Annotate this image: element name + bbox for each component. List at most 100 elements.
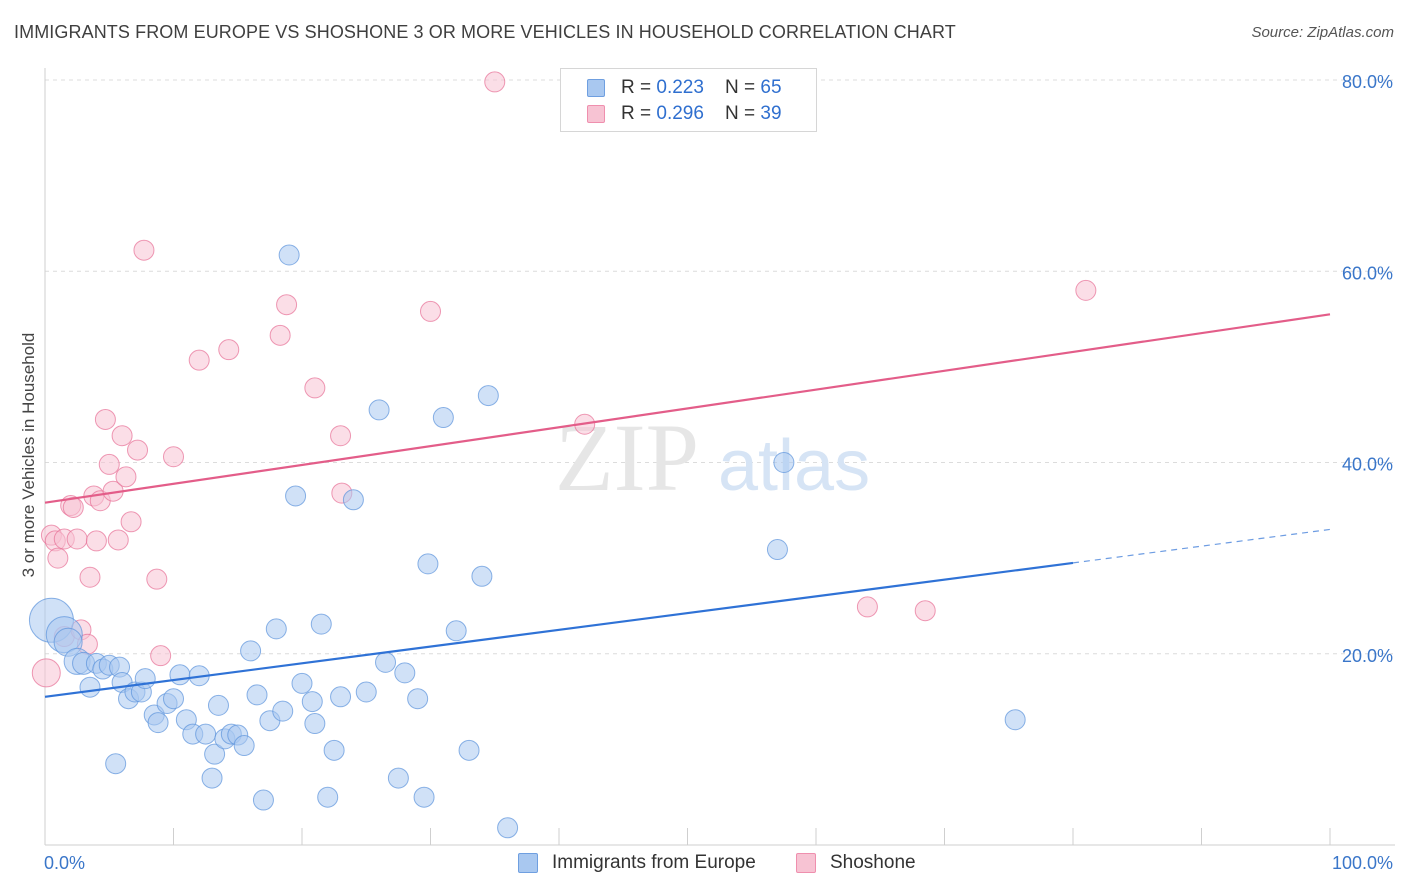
bottom-legend-swatch-shoshone (796, 853, 816, 873)
bottom-legend-label-europe: Immigrants from Europe (552, 852, 756, 873)
axes (44, 68, 1395, 846)
europe-point (201, 767, 223, 789)
shoshone-point (218, 339, 240, 361)
europe-point (147, 712, 169, 734)
chart-title: IMMIGRANTS FROM EUROPE VS SHOSHONE 3 OR … (14, 22, 956, 42)
shoshone-point (914, 600, 936, 622)
shoshone-point (94, 408, 116, 430)
europe-point (195, 723, 217, 745)
bottom-legend-label-shoshone: Shoshone (830, 852, 916, 873)
shoshone-trend-line (44, 313, 1331, 504)
x-tick-label-max: 100.0% (1332, 853, 1393, 873)
shoshone-point (107, 529, 129, 551)
europe-point (477, 385, 499, 407)
europe-point (163, 688, 184, 710)
europe-point (432, 407, 454, 429)
europe-point (368, 399, 390, 421)
shoshone-point (304, 377, 326, 399)
shoshone-point (85, 530, 107, 552)
legend-swatch-shoshone (587, 105, 605, 123)
shoshone-point (856, 596, 878, 618)
shoshone-point (111, 425, 133, 447)
trend-lines (44, 313, 1331, 698)
europe-point (272, 700, 294, 722)
shoshone-point (1075, 279, 1097, 301)
europe-point (375, 651, 397, 673)
europe-point (413, 786, 435, 808)
europe-point (766, 539, 788, 561)
europe-point (169, 664, 191, 686)
shoshone-point (79, 566, 101, 588)
europe-point (497, 817, 519, 839)
legend-n-value: 65 (760, 77, 782, 98)
europe-point (265, 618, 287, 640)
y-tick-labels: 20.0% 40.0% 60.0% 80.0% (1342, 72, 1393, 666)
europe-point (233, 735, 255, 757)
shoshone-point (269, 324, 291, 346)
shoshone-point (133, 239, 155, 261)
y-tick-label-20: 20.0% (1342, 646, 1393, 666)
y-tick-label-80: 80.0% (1342, 72, 1393, 92)
x-tick-label-min: 0.0% (44, 853, 85, 873)
europe-point (407, 688, 429, 710)
europe-point (207, 694, 229, 716)
europe-trend-line (44, 561, 1074, 698)
legend-r-label: R = (621, 77, 657, 98)
legend-r-value: 0.296 (656, 103, 704, 124)
europe-point (79, 676, 101, 698)
europe-point (310, 613, 332, 635)
shoshone-point (163, 446, 184, 468)
legend-n-value: 39 (760, 103, 782, 124)
europe-point (240, 640, 262, 662)
shoshone-points (31, 71, 1097, 688)
europe-points (28, 244, 1026, 839)
legend-r-label: R = (621, 103, 657, 124)
ticks (173, 828, 1331, 845)
watermark-atlas: atlas (718, 426, 870, 506)
europe-point (204, 743, 226, 765)
shoshone-point (146, 568, 168, 590)
stats-legend: R = 0.223 N = 65 R = 0.296 N = 39 (560, 68, 817, 132)
shoshone-point (120, 511, 142, 533)
legend-n-label: N = (725, 77, 761, 98)
europe-point (317, 786, 339, 808)
europe-point (445, 620, 467, 642)
shoshone-point (420, 300, 441, 322)
shoshone-point (188, 349, 210, 371)
europe-point (105, 753, 127, 775)
europe-point (342, 489, 364, 511)
europe-point (471, 565, 493, 587)
europe-point (301, 691, 323, 713)
shoshone-point (31, 658, 61, 688)
europe-point (394, 662, 416, 684)
europe-point (330, 686, 352, 708)
europe-point (323, 739, 345, 761)
y-tick-label-40: 40.0% (1342, 455, 1393, 475)
europe-point (246, 684, 268, 706)
shoshone-point (330, 425, 352, 447)
europe-point (252, 789, 274, 811)
y-axis-title: 3 or more Vehicles in Household (19, 333, 38, 578)
shoshone-point (115, 466, 137, 488)
gridlines (45, 79, 1395, 655)
legend-n-label: N = (725, 103, 761, 124)
legend-r-value: 0.223 (656, 77, 704, 98)
shoshone-point (150, 645, 172, 667)
europe-point (458, 739, 480, 761)
shoshone-point (47, 547, 69, 569)
shoshone-point (127, 439, 149, 461)
bottom-legend-swatch-europe (518, 853, 538, 873)
shoshone-point (484, 71, 506, 93)
europe-point (304, 713, 326, 735)
shoshone-point (98, 453, 120, 475)
europe-point (773, 452, 795, 473)
europe-point (387, 767, 409, 789)
shoshone-point (276, 294, 298, 316)
europe-point (278, 244, 300, 266)
europe-trend-extension (1072, 528, 1331, 564)
europe-point (291, 672, 313, 694)
europe-point (285, 485, 307, 507)
source-label: Source: ZipAtlas.com (1251, 24, 1394, 41)
legend-swatch-europe (587, 79, 605, 97)
